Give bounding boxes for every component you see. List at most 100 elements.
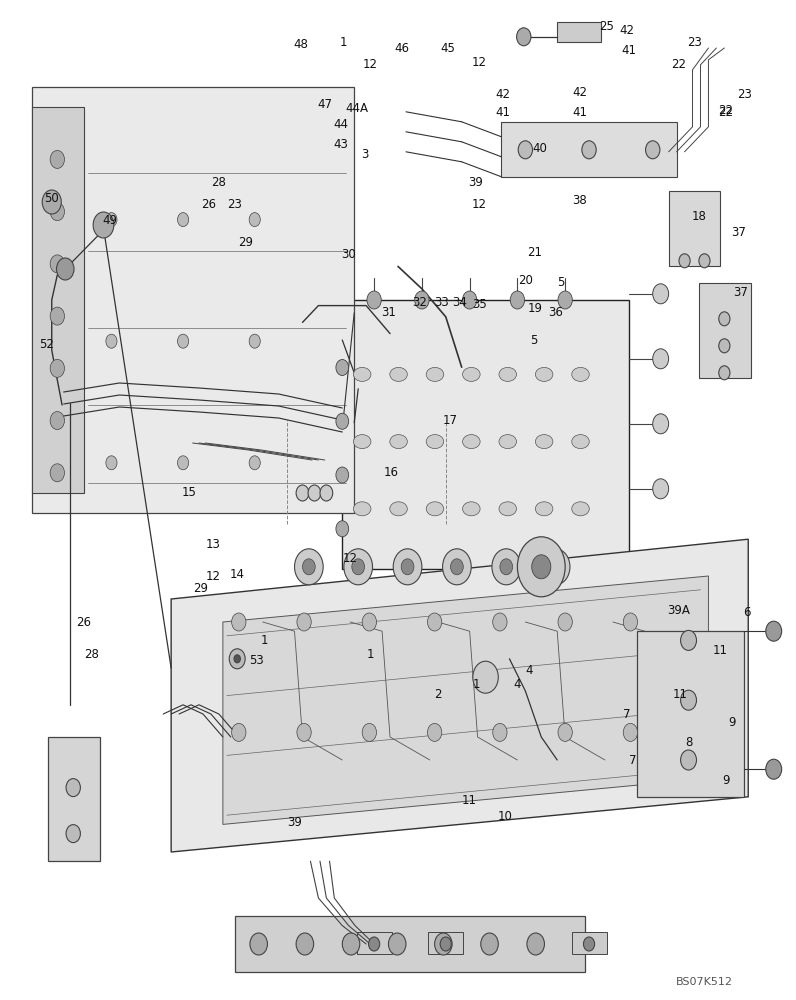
Circle shape xyxy=(681,690,696,710)
Circle shape xyxy=(583,937,595,951)
Circle shape xyxy=(623,723,638,741)
Text: 21: 21 xyxy=(528,245,542,258)
Bar xyxy=(48,737,100,861)
Text: 6: 6 xyxy=(743,605,751,618)
Text: 39A: 39A xyxy=(667,603,689,616)
Ellipse shape xyxy=(353,435,371,449)
Text: 1: 1 xyxy=(472,678,480,690)
Circle shape xyxy=(302,559,315,575)
Text: 50: 50 xyxy=(45,192,59,205)
Text: 41: 41 xyxy=(622,43,636,56)
Text: 42: 42 xyxy=(572,86,587,99)
Circle shape xyxy=(352,559,365,575)
Circle shape xyxy=(178,456,189,470)
Circle shape xyxy=(719,312,730,326)
Circle shape xyxy=(344,549,373,585)
Circle shape xyxy=(106,456,117,470)
Circle shape xyxy=(517,537,565,597)
Ellipse shape xyxy=(572,502,589,516)
Circle shape xyxy=(297,723,311,741)
Circle shape xyxy=(250,933,267,955)
Bar xyxy=(669,191,720,266)
Text: 47: 47 xyxy=(318,99,332,111)
Ellipse shape xyxy=(462,435,480,449)
Text: 12: 12 xyxy=(363,58,377,72)
Text: 10: 10 xyxy=(498,810,513,822)
Circle shape xyxy=(296,485,309,501)
Text: 1: 1 xyxy=(260,635,268,648)
Circle shape xyxy=(50,359,64,377)
Text: 11: 11 xyxy=(673,688,688,700)
Text: 48: 48 xyxy=(294,38,308,51)
Text: 20: 20 xyxy=(518,273,533,286)
Text: 30: 30 xyxy=(341,248,356,261)
Circle shape xyxy=(558,723,572,741)
Text: 1: 1 xyxy=(366,648,374,660)
Circle shape xyxy=(558,613,572,631)
Circle shape xyxy=(50,203,64,221)
Text: 14: 14 xyxy=(230,568,244,582)
Text: 42: 42 xyxy=(620,23,634,36)
Circle shape xyxy=(50,412,64,430)
Circle shape xyxy=(427,613,442,631)
Text: 4: 4 xyxy=(525,664,533,676)
Circle shape xyxy=(527,933,544,955)
Ellipse shape xyxy=(499,502,517,516)
Text: 15: 15 xyxy=(182,486,197,498)
Text: 17: 17 xyxy=(443,414,457,426)
Text: 25: 25 xyxy=(599,19,614,32)
Bar xyxy=(342,300,629,569)
Text: 44A: 44A xyxy=(345,102,368,114)
Text: 23: 23 xyxy=(737,89,751,102)
Circle shape xyxy=(462,291,477,309)
Ellipse shape xyxy=(353,502,371,516)
Ellipse shape xyxy=(536,435,553,449)
Circle shape xyxy=(57,258,74,280)
Circle shape xyxy=(549,559,562,575)
Circle shape xyxy=(336,521,349,537)
Circle shape xyxy=(541,549,570,585)
Text: 23: 23 xyxy=(228,198,242,212)
Text: 23: 23 xyxy=(687,35,701,48)
Circle shape xyxy=(308,485,321,501)
Circle shape xyxy=(401,559,414,575)
Text: 12: 12 xyxy=(343,552,357,564)
Text: 34: 34 xyxy=(453,296,467,308)
Text: 32: 32 xyxy=(412,296,427,308)
Text: 28: 28 xyxy=(212,176,226,188)
Circle shape xyxy=(362,613,377,631)
Circle shape xyxy=(249,334,260,348)
Text: 31: 31 xyxy=(381,306,396,318)
Ellipse shape xyxy=(572,367,589,381)
Circle shape xyxy=(106,213,117,227)
Text: 19: 19 xyxy=(528,302,542,314)
Text: 1: 1 xyxy=(340,35,348,48)
Circle shape xyxy=(249,213,260,227)
Circle shape xyxy=(510,291,525,309)
Circle shape xyxy=(50,255,64,273)
Polygon shape xyxy=(223,576,708,824)
Circle shape xyxy=(653,414,669,434)
Circle shape xyxy=(719,339,730,353)
Text: 53: 53 xyxy=(249,654,263,666)
Circle shape xyxy=(336,413,349,429)
Circle shape xyxy=(93,212,114,238)
Ellipse shape xyxy=(390,367,408,381)
Circle shape xyxy=(653,349,669,369)
Bar xyxy=(501,122,677,177)
Text: 4: 4 xyxy=(513,678,521,690)
Circle shape xyxy=(766,759,782,779)
Text: 16: 16 xyxy=(384,466,399,480)
Circle shape xyxy=(500,559,513,575)
Circle shape xyxy=(518,141,533,159)
Circle shape xyxy=(481,933,498,955)
Circle shape xyxy=(178,334,189,348)
Text: 11: 11 xyxy=(462,794,477,806)
Bar xyxy=(32,87,354,513)
Text: 35: 35 xyxy=(472,298,486,312)
Text: 5: 5 xyxy=(557,275,565,288)
Bar xyxy=(357,932,392,954)
Circle shape xyxy=(232,723,246,741)
Circle shape xyxy=(582,141,596,159)
Text: 38: 38 xyxy=(572,194,587,207)
